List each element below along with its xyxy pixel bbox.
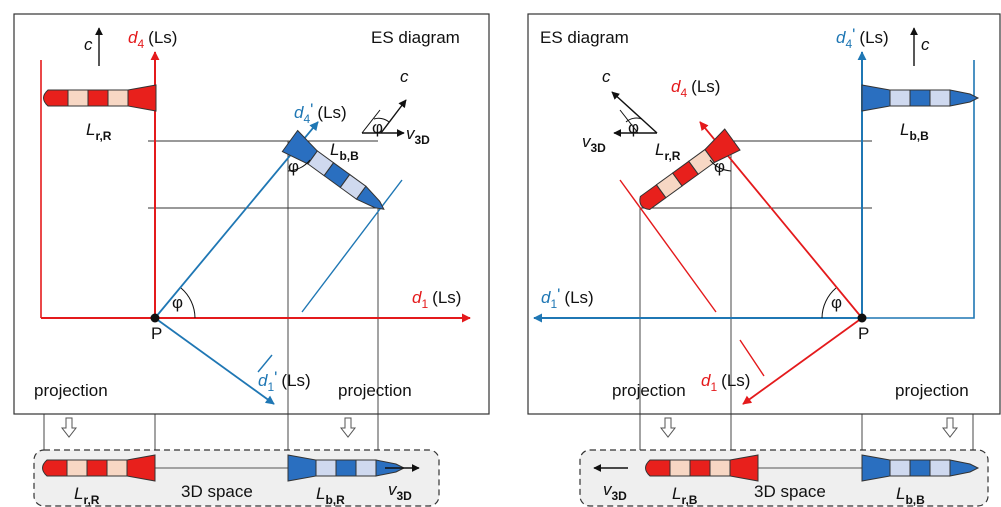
right-angle-arc <box>821 287 837 319</box>
left-d4-label: d4 (Ls) <box>128 28 177 51</box>
right-projection-right: projection <box>895 381 969 400</box>
right-red-rocket-label: Lr,R <box>655 140 681 163</box>
right-space-velocity: v3D <box>603 480 627 503</box>
left-title: ES diagram <box>371 28 460 47</box>
right-projection-left-arrow <box>660 417 676 438</box>
left-inset-velocity: v3D <box>406 124 430 147</box>
left-inset-c: c <box>400 67 409 86</box>
right-d4-label: d4 (Ls) <box>671 77 720 100</box>
right-space-red-label: Lr,B <box>672 484 698 507</box>
right-d1-axis <box>742 317 863 405</box>
right-red-worldline <box>619 179 717 313</box>
left-rocket-angle-arc <box>287 159 311 172</box>
left-d1prime-axis <box>154 317 275 405</box>
left-space-velocity: v3D <box>388 480 412 503</box>
right-d1-label: d1 (Ls) <box>701 371 750 394</box>
left-d1-label: d1 (Ls) <box>412 288 461 311</box>
left-blue-rocket-label: Lb,B <box>330 140 359 163</box>
left-frame <box>13 13 490 415</box>
right-projection-right-arrow <box>942 417 958 438</box>
right-title: ES diagram <box>540 28 629 47</box>
left-c-label: c <box>84 35 93 54</box>
right-rocket-angle: φ <box>714 157 725 176</box>
left-red-rocket-label: Lr,R <box>86 120 112 143</box>
right-blue-worldline <box>862 60 975 319</box>
right-angle-label: φ <box>831 293 842 312</box>
left-blue-worldline-ext <box>257 354 273 373</box>
left-projection-left: projection <box>34 381 108 400</box>
right-panel: P φ c ES diagram d4' (Ls) d4 (Ls) d1' (Ls) … <box>527 13 1001 507</box>
right-velocity-inset: φ c v3D <box>582 67 658 155</box>
right-space-label: 3D space <box>754 482 826 501</box>
left-origin-label: P <box>151 324 162 343</box>
left-space-blue-label: Lb,R <box>316 484 345 507</box>
left-guide-lines <box>43 140 379 450</box>
left-projection-left-arrow <box>61 417 77 438</box>
left-velocity-inset: φ c v3D <box>361 67 430 147</box>
right-d1prime-label: d1' (Ls) <box>541 285 594 311</box>
left-inset-angle: φ <box>372 118 383 137</box>
left-panel: P φ c d4 (Ls) ES diagram d4' (Ls) d1 (Ls) d… <box>13 13 490 507</box>
left-origin-dot <box>150 313 160 323</box>
right-space-blue-label: Lb,B <box>896 484 925 507</box>
right-inset-angle: φ <box>628 118 639 137</box>
right-blue-rocket-label: Lb,B <box>900 120 929 143</box>
left-projection-right-arrow <box>340 417 356 438</box>
left-d4prime-label: d4' (Ls) <box>294 100 347 126</box>
left-space-red-label: Lr,R <box>74 484 100 507</box>
right-origin-label: P <box>858 324 869 343</box>
right-origin-dot <box>857 313 867 323</box>
right-inset-c: c <box>602 67 611 86</box>
left-d1prime-label: d1' (Ls) <box>258 368 311 394</box>
left-angle-arc <box>180 287 196 319</box>
left-rocket-angle: φ <box>288 157 299 176</box>
right-frame <box>527 13 1001 415</box>
right-inset-velocity: v3D <box>582 132 606 155</box>
right-d4prime-label: d4' (Ls) <box>836 25 889 51</box>
right-guide-lines <box>639 140 974 450</box>
right-red-worldline-ext <box>739 339 765 377</box>
right-rocket-angle-arc <box>709 159 732 172</box>
left-angle-label: φ <box>172 293 183 312</box>
right-projection-left: projection <box>612 381 686 400</box>
left-space-label: 3D space <box>181 482 253 501</box>
left-blue-worldline <box>301 179 403 313</box>
right-c-label: c <box>921 35 930 54</box>
left-projection-right: projection <box>338 381 412 400</box>
